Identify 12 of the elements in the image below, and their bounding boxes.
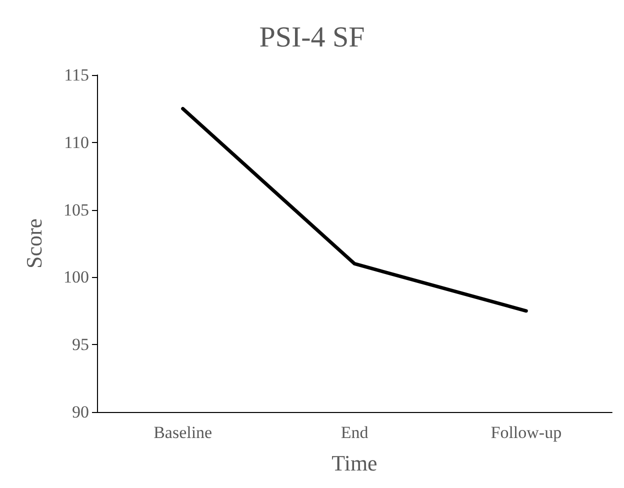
y-tick-label: 115 xyxy=(64,66,89,84)
x-tick-label: Follow-up xyxy=(490,423,562,442)
y-axis-title: Score xyxy=(22,218,46,269)
y-tick-label: 105 xyxy=(64,200,89,220)
x-tick-label: Baseline xyxy=(154,423,212,442)
x-axis-title: Time xyxy=(332,450,378,476)
y-tick-label: 90 xyxy=(72,402,89,422)
y-tick-label: 95 xyxy=(72,335,89,354)
chart-title: PSI-4 SF xyxy=(259,22,365,54)
y-tick-label: 110 xyxy=(64,132,89,152)
x-tick-label: End xyxy=(340,423,369,442)
y-tick-label: 100 xyxy=(64,268,89,287)
